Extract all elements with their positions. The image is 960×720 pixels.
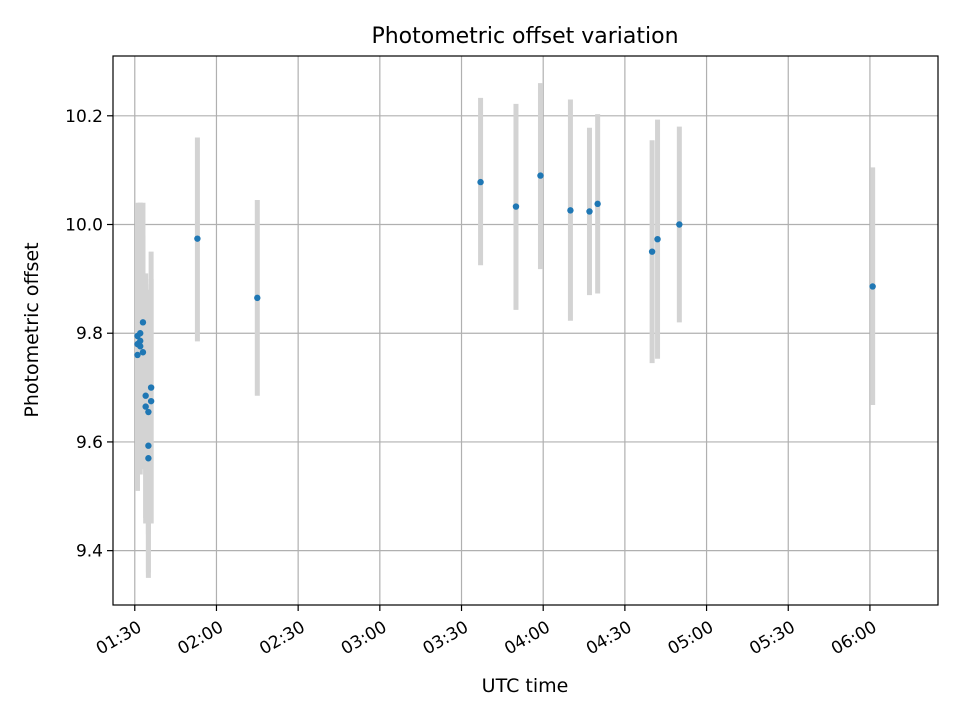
data-point [139, 349, 147, 356]
data-point [137, 343, 144, 350]
data-point [137, 330, 144, 337]
data-point [142, 403, 149, 410]
data-point [139, 319, 147, 326]
y-tick-label: 10.2 [65, 107, 103, 127]
data-point [137, 337, 144, 345]
y-axis-label: Photometric offset [21, 242, 43, 417]
data-point [477, 178, 484, 186]
chart-title: Photometric offset variation [371, 24, 678, 49]
data-point [594, 200, 601, 208]
y-tick-label: 9.6 [76, 433, 103, 453]
data-point [147, 397, 155, 405]
data-point [512, 203, 520, 210]
y-tick-label: 9.4 [76, 542, 103, 562]
data-point [134, 351, 141, 359]
data-point [537, 172, 544, 179]
y-tick-label: 10.0 [65, 216, 103, 236]
data-point [142, 392, 149, 399]
data-point [145, 408, 152, 416]
data-point [145, 455, 152, 462]
x-axis-label: UTC time [482, 675, 569, 697]
data-point [254, 294, 261, 302]
data-point [654, 235, 661, 243]
data-point [648, 248, 656, 255]
data-point [869, 283, 876, 290]
grid-layer [113, 56, 938, 605]
y-tick-label: 9.8 [76, 324, 103, 344]
data-point [145, 442, 152, 449]
data-point [586, 208, 593, 215]
data-point [676, 221, 683, 228]
plot-area-frame [112, 55, 939, 606]
data-point [194, 235, 201, 242]
data-point [567, 207, 574, 214]
data-point [147, 384, 155, 391]
data-point-layer [134, 172, 876, 462]
